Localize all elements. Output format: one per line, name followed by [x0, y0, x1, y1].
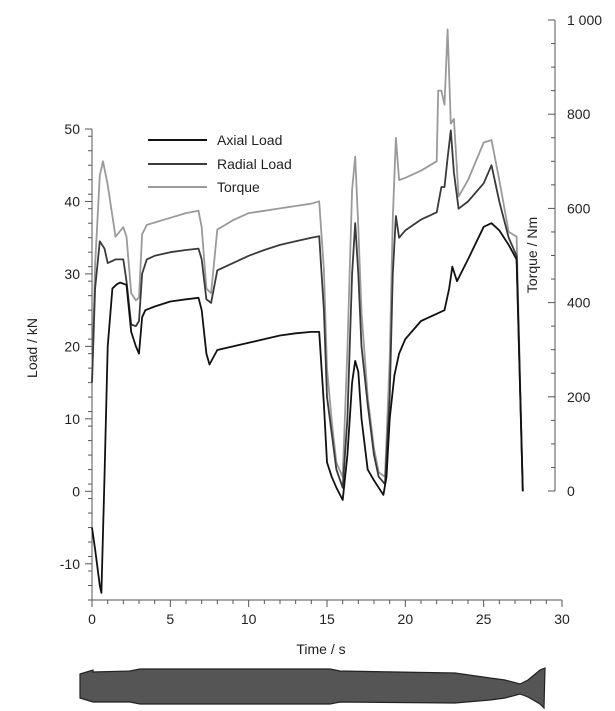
legend-label-axial: Axial Load — [217, 132, 282, 148]
x-axis-title: Time / s — [296, 641, 345, 657]
series-line-torque — [91, 28, 524, 492]
tick-marks — [85, 19, 563, 607]
x-tick-label: 25 — [476, 611, 492, 627]
series-lines — [91, 28, 524, 594]
y-tick-label: 30 — [64, 266, 80, 282]
series-line-axial — [91, 222, 524, 594]
legend: Axial Load Radial Load Torque — [148, 132, 292, 195]
y-axis-title: Load / kN — [24, 318, 40, 378]
workpiece-illustration — [79, 667, 546, 710]
x-tick-label: 15 — [319, 611, 335, 627]
y2-tick-label: 600 — [567, 200, 591, 216]
y-tick-label: 20 — [64, 338, 80, 354]
series-line-radial — [91, 129, 524, 492]
y-tick-label: 0 — [72, 483, 80, 499]
y2-axis-title: Torque / Nm — [524, 217, 540, 293]
legend-label-radial: Radial Load — [217, 156, 292, 172]
x-tick-label: 30 — [554, 611, 570, 627]
y2-tick-label: 800 — [567, 106, 591, 122]
y2-tick-label: 200 — [567, 389, 591, 405]
y2-tick-label: 0 — [567, 483, 575, 499]
y-tick-label: 50 — [64, 121, 80, 137]
x-tick-label: 0 — [88, 611, 96, 627]
y-tick-label: -10 — [60, 556, 80, 572]
legend-label-torque: Torque — [217, 179, 260, 195]
y-tick-label: 10 — [64, 411, 80, 427]
axes — [91, 20, 562, 601]
y2-tick-label: 1 000 — [567, 12, 602, 28]
y-tick-label: 40 — [64, 193, 80, 209]
y2-tick-label: 400 — [567, 295, 591, 311]
tick-labels: 0 5 10 15 20 25 30 -10 0 10 20 30 40 50 0 200 400 600 800 1… — [60, 12, 602, 627]
x-tick-label: 10 — [241, 611, 257, 627]
x-tick-label: 20 — [398, 611, 414, 627]
x-tick-label: 5 — [166, 611, 174, 627]
workpiece-body — [79, 667, 546, 710]
